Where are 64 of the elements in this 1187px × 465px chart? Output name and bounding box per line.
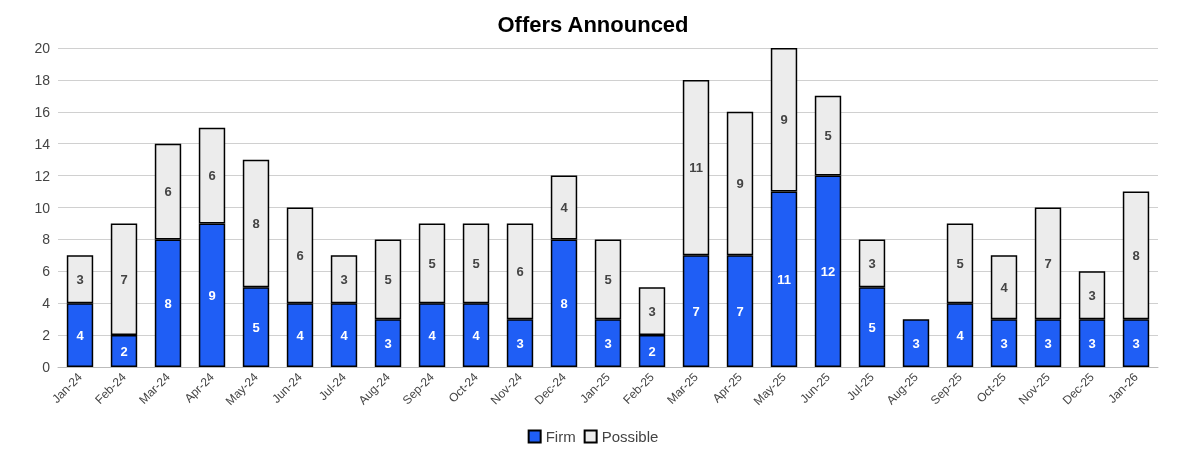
data-label: 9 [208,287,216,303]
data-label: 5 [956,255,964,271]
data-label: 5 [428,255,436,271]
data-label: 2 [648,343,656,359]
data-label: 2 [120,343,128,359]
data-label: 5 [252,319,260,335]
data-label: 3 [1044,335,1052,351]
y-tick-label: 10 [34,199,51,216]
y-tick-label: 2 [42,327,51,344]
bar [902,319,930,367]
data-label: 5 [868,319,876,335]
data-label: 3 [516,335,524,351]
data-label: 8 [164,295,172,311]
data-label: 3 [912,335,920,351]
data-label: 7 [692,303,700,319]
data-label: 5 [824,128,832,144]
data-label: 4 [956,327,965,343]
data-label: 7 [1044,255,1052,271]
data-label: 3 [1132,335,1140,351]
data-label: 4 [560,200,569,215]
data-label: 4 [340,327,349,343]
y-tick-label: 0 [42,359,51,375]
data-label: 3 [1088,287,1096,303]
y-tick-label: 8 [42,231,51,248]
data-label: 6 [208,168,216,184]
data-label: 4 [296,327,305,343]
y-tick-label: 16 [34,103,51,120]
data-label: 3 [340,271,348,287]
data-label: 4 [472,327,481,343]
y-tick-label: 18 [34,71,51,88]
data-label: 9 [736,176,744,192]
y-tick-label: 6 [42,263,51,280]
data-label: 8 [252,215,260,231]
data-label: 3 [648,303,656,319]
data-label: 3 [1088,335,1096,351]
data-label: 5 [384,271,392,287]
y-tick-label: 4 [42,295,51,312]
data-label: 11 [689,160,703,176]
data-label: 3 [604,335,612,351]
data-label: 11 [777,271,791,287]
data-label: 6 [516,263,524,279]
data-label: 6 [296,247,304,263]
data-label: 3 [76,271,84,287]
data-label: 8 [1132,247,1140,263]
data-label: 4 [76,327,85,343]
data-label: 12 [820,263,836,279]
data-label: 3 [384,335,392,351]
data-label: 6 [164,184,172,200]
data-label: 7 [736,303,744,319]
data-label: 4 [428,327,437,343]
y-tick-label: 14 [34,135,51,152]
legend-label: Possible [601,428,659,445]
y-tick-label: 20 [34,40,51,56]
data-label: 3 [868,255,876,271]
data-label: 5 [604,271,612,287]
chart-title: Offers Announced [497,11,689,37]
data-label: 7 [120,271,128,287]
legend-label: Firm [545,428,576,445]
y-tick-label: 12 [34,167,51,184]
data-label: 3 [1000,335,1008,351]
data-label: 5 [472,255,480,271]
data-label: 8 [560,295,568,311]
data-label: 9 [780,112,788,128]
data-label: 4 [1000,279,1009,295]
